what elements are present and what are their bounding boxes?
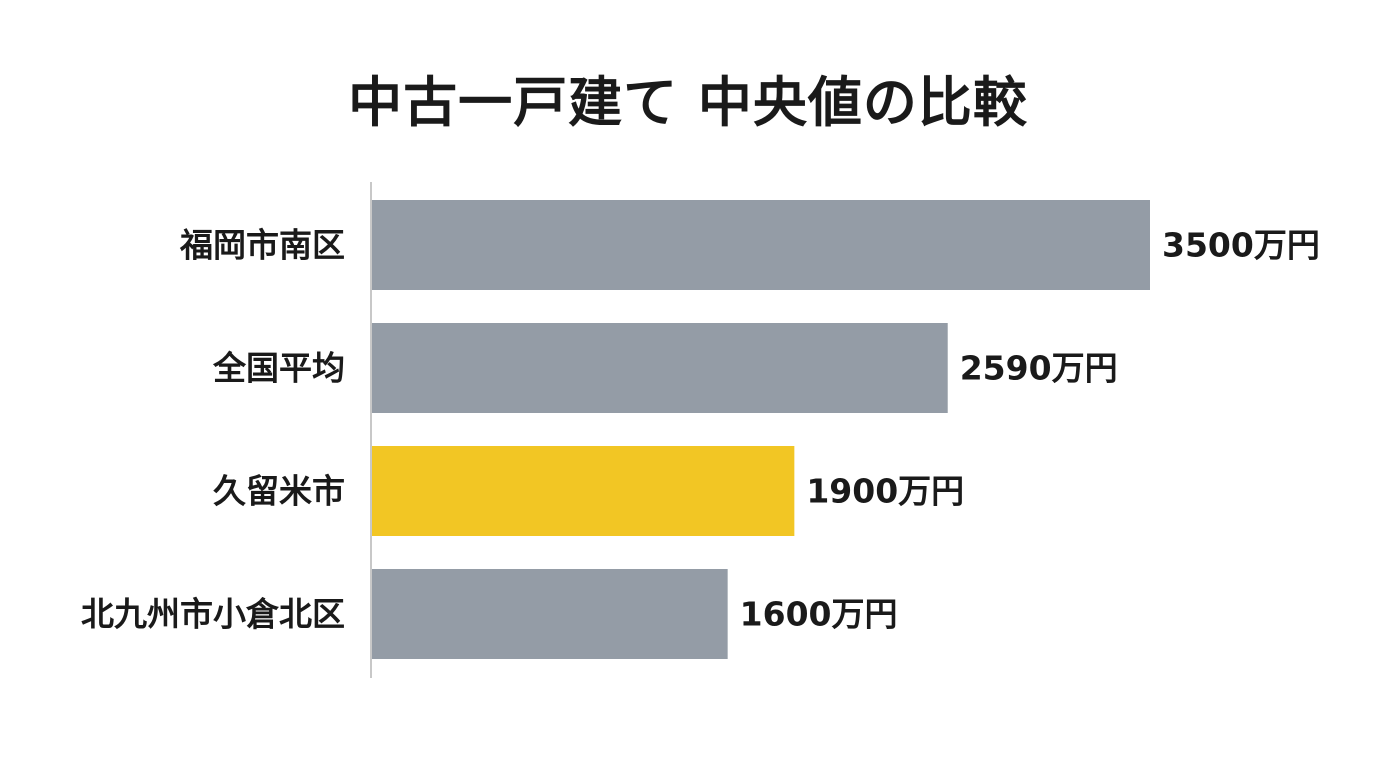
category-label: 全国平均 [212,349,345,388]
value-label: 2590万円 [960,349,1118,388]
value-label: 1900万円 [806,472,964,511]
value-label: 3500万円 [1162,226,1320,265]
category-label: 北九州市小倉北区 [81,595,345,634]
bar [372,446,795,536]
value-label: 1600万円 [740,595,898,634]
category-label: 久留米市 [213,472,345,511]
bar [372,569,728,659]
bar [372,200,1150,290]
chart-title: 中古一戸建て 中央値の比較 [348,71,1028,134]
category-label: 福岡市南区 [179,226,345,265]
bar [372,323,948,413]
